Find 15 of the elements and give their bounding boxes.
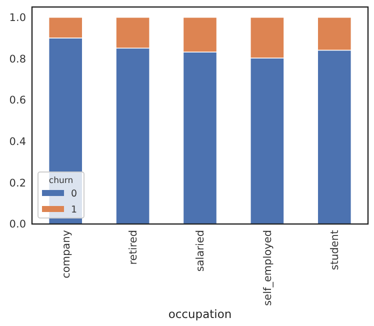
y-tick-label: 0.6: [9, 94, 26, 107]
x-axis-title: occupation: [168, 307, 232, 321]
x-tick-label: company: [60, 230, 72, 278]
x-tick-label: retired: [127, 230, 140, 265]
legend-label: 1: [71, 204, 78, 216]
y-tick-label: 0.8: [9, 53, 26, 66]
x-tick-label: student: [329, 230, 342, 270]
legend-title: churn: [48, 176, 74, 186]
legend-label: 0: [71, 188, 78, 200]
y-tick-label: 1.0: [9, 12, 26, 24]
y-tick-label: 0.0: [9, 218, 26, 231]
x-tick-label: self_employed: [262, 230, 274, 306]
y-tick-label: 0.2: [9, 177, 26, 190]
y-tick-label: 0.4: [9, 136, 26, 148]
x-tick-label: salaried: [194, 230, 207, 272]
